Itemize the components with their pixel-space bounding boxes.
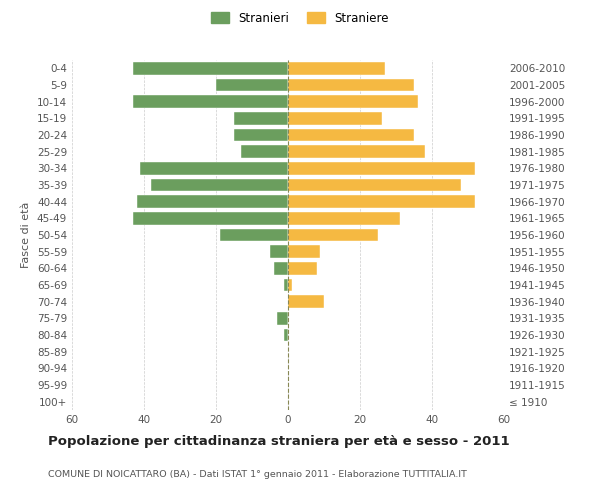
Bar [216, 79, 288, 92]
Y-axis label: Fasce di età: Fasce di età [22, 202, 31, 268]
Legend: Stranieri, Straniere: Stranieri, Straniere [205, 6, 395, 30]
Bar [288, 279, 292, 291]
Bar [288, 196, 475, 208]
Bar [140, 162, 288, 174]
Bar [284, 279, 288, 291]
Bar [151, 179, 288, 192]
Bar [288, 246, 320, 258]
Bar [137, 196, 288, 208]
Bar [133, 96, 288, 108]
Bar [220, 229, 288, 241]
Bar [288, 296, 324, 308]
Bar [241, 146, 288, 158]
Text: Popolazione per cittadinanza straniera per età e sesso - 2011: Popolazione per cittadinanza straniera p… [48, 435, 509, 448]
Bar [288, 62, 385, 74]
Bar [288, 79, 414, 92]
Bar [277, 312, 288, 324]
Text: COMUNE DI NOICATTARO (BA) - Dati ISTAT 1° gennaio 2011 - Elaborazione TUTTITALIA: COMUNE DI NOICATTARO (BA) - Dati ISTAT 1… [48, 470, 467, 479]
Bar [288, 129, 414, 141]
Bar [288, 212, 400, 224]
Bar [270, 246, 288, 258]
Bar [288, 112, 382, 124]
Bar [288, 96, 418, 108]
Bar [288, 229, 378, 241]
Bar [133, 212, 288, 224]
Bar [234, 129, 288, 141]
Bar [288, 262, 317, 274]
Bar [288, 146, 425, 158]
Bar [274, 262, 288, 274]
Bar [288, 162, 475, 174]
Bar [288, 179, 461, 192]
Bar [133, 62, 288, 74]
Bar [234, 112, 288, 124]
Bar [284, 329, 288, 341]
